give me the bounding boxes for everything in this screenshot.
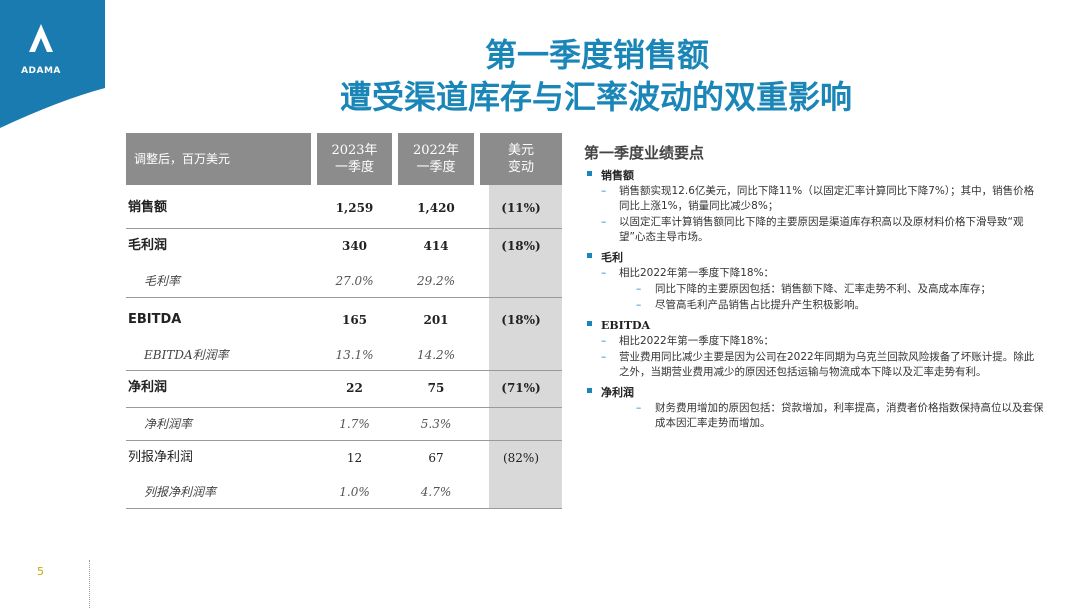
row-divider bbox=[126, 407, 562, 408]
header-2022q1: 2022年 一季度 bbox=[398, 133, 474, 185]
footer-divider bbox=[89, 560, 90, 608]
table-row-net-profit: 净利润 22 75 (71%) bbox=[128, 380, 541, 395]
section-net-profit: 净利润 – 财务费用增加的原因包括：贷款增加，利率提高，消费者价格指数保持高位以及… bbox=[584, 385, 1044, 431]
page-title: 第一季度销售额 遭受渠道库存与汇率波动的双重影响 bbox=[300, 34, 900, 118]
bullet-icon bbox=[587, 171, 592, 176]
section-gross-profit: 毛利 – 相比2022年第一季度下降18%： – 同比下降的主要原因包括：销售额下降… bbox=[584, 250, 1044, 313]
bullet-icon bbox=[587, 321, 592, 326]
list-item: – 同比下降的主要原因包括：销售额下降、汇率走势不利、及高成本库存； bbox=[636, 283, 991, 295]
row-divider bbox=[126, 228, 562, 229]
list-item: – 销售额实现12.6亿美元，同比下降11%（以固定汇率计算同比下降7%）；其中，… bbox=[601, 185, 1035, 212]
row-divider bbox=[126, 297, 562, 298]
table-row-reported-net-margin: 列报净利润率 1.0% 4.7% bbox=[144, 485, 452, 499]
highlights-panel: 第一季度业绩要点 销售额 – 销售额实现12.6亿美元，同比下降11%（以固定汇率… bbox=[584, 142, 1044, 431]
table-bottom-rule bbox=[126, 508, 562, 509]
section-sales: 销售额 – 销售额实现12.6亿美元，同比下降11%（以固定汇率计算同比下降7%）… bbox=[584, 168, 1044, 245]
header-unit-label: 调整后，百万美元 bbox=[126, 133, 311, 185]
section-ebitda: EBITDA – 相比2022年第一季度下降18%： – 营业费用同比减少主要是因为… bbox=[584, 318, 1044, 380]
table-row-reported-net-profit: 列报净利润 12 67 (82%) bbox=[128, 450, 540, 465]
list-item: – 以固定汇率计算销售额同比下降的主要原因是渠道库存积高以及原材料价格下滑导致“观… bbox=[601, 216, 1024, 243]
table-row-net-margin: 净利润率 1.7% 5.3% bbox=[144, 417, 452, 431]
title-line-1: 第一季度销售额 bbox=[484, 36, 709, 74]
change-column-shade bbox=[489, 185, 562, 508]
header-usd-change: 美元 变动 bbox=[480, 133, 562, 185]
table-row-ebitda: EBITDA 165 201 (18%) bbox=[128, 312, 541, 327]
header-2023q1: 2023年 一季度 bbox=[317, 133, 392, 185]
table-row-gross-margin: 毛利率 27.0% 29.2% bbox=[144, 274, 456, 288]
table-row-sales: 销售额 1,259 1,420 (11%) bbox=[128, 200, 541, 215]
list-item: – 相比2022年第一季度下降18%： bbox=[601, 267, 775, 279]
row-divider bbox=[126, 440, 562, 441]
title-line-2: 遭受渠道库存与汇率波动的双重影响 bbox=[339, 78, 852, 116]
bullet-icon bbox=[587, 253, 592, 258]
list-item: – 财务费用增加的原因包括：贷款增加，利率提高，消费者价格指数保持高位以及套保成本… bbox=[636, 402, 1044, 429]
logo-corner: ADAMA bbox=[0, 0, 105, 128]
list-item: – 营业费用同比减少主要是因为公司在2022年同期为乌克兰回款风险拨备了坏账计提。… bbox=[601, 351, 1035, 378]
list-item: – 尽管高毛利产品销售占比提升产生积极影响。 bbox=[636, 299, 865, 311]
table-row-gross-profit: 毛利润 340 414 (18%) bbox=[128, 238, 541, 253]
list-item: – 相比2022年第一季度下降18%： bbox=[601, 335, 775, 347]
highlights-heading: 第一季度业绩要点 bbox=[584, 144, 705, 162]
page-number: 5 bbox=[37, 565, 44, 578]
row-divider bbox=[126, 370, 562, 371]
table-row-ebitda-margin: EBITDA利润率 13.1% 14.2% bbox=[144, 348, 456, 362]
table-header: 调整后，百万美元 2023年 一季度 2022年 一季度 美元 变动 bbox=[126, 133, 562, 185]
bullet-icon bbox=[587, 388, 592, 393]
logo-text: ADAMA bbox=[21, 66, 61, 76]
